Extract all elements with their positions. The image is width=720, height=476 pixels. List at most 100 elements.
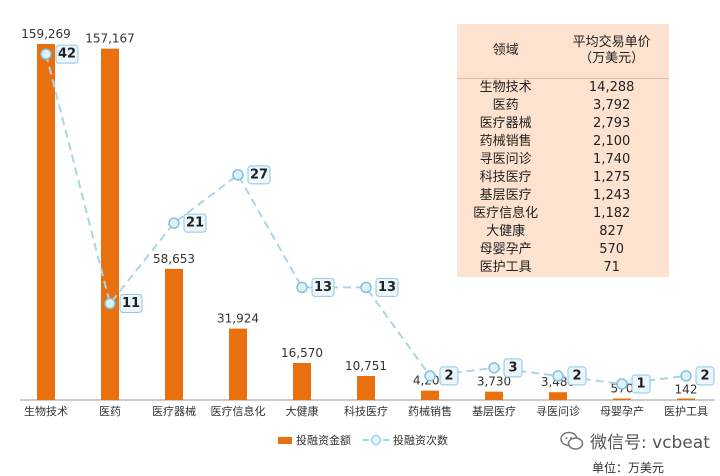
table-row: 医护工具 71: [457, 259, 669, 277]
table-cell-price: 1,182: [593, 206, 631, 221]
table-cell-domain: 药械销售: [479, 134, 532, 149]
count-point: 11: [104, 294, 143, 314]
count-point: 42: [40, 44, 79, 64]
unit-note: 单位：万美元: [592, 461, 665, 475]
bar: [101, 48, 119, 401]
count-label: 2: [444, 368, 453, 383]
table-header-price: 平均交易单价 （万美元）: [554, 24, 669, 79]
count-label: 1: [636, 376, 645, 391]
watermark-text: 微信号: vcbeat: [590, 433, 710, 453]
count-point: 27: [232, 165, 271, 185]
table-cell-domain: 寻医问诊: [479, 152, 532, 167]
table-cell-price: 1,275: [593, 170, 631, 185]
count-label-box: [119, 294, 143, 314]
category-label: 基层医疗: [472, 404, 516, 418]
table-cell-price: 827: [599, 224, 625, 239]
count-marker: [680, 370, 692, 382]
category-label: 大健康: [286, 404, 319, 418]
table-cell-domain: 母婴孕产: [479, 242, 532, 257]
bar: [549, 392, 567, 400]
count-marker: [104, 297, 116, 310]
bar-value-label: 16,570: [281, 346, 323, 360]
bar-value-label: 58,653: [153, 252, 195, 266]
bar-value-label: 142: [675, 383, 698, 397]
bar-value-label: 3,480: [541, 375, 575, 389]
count-label: 2: [700, 368, 709, 383]
category-label: 药械销售: [408, 404, 452, 418]
count-point: 3: [488, 358, 523, 378]
legend-swatch-count: [363, 435, 389, 445]
count-marker: [40, 48, 52, 60]
table-header-price-line2: （万美元）: [579, 51, 645, 66]
count-point: 2: [424, 366, 459, 386]
table-row: 基层医疗 1,243: [457, 187, 669, 205]
table-cell-price: 2,793: [593, 116, 631, 131]
count-label-box: [503, 358, 523, 378]
bar-value-label: 159,269: [21, 27, 71, 41]
count-label: 13: [314, 280, 332, 295]
count-label-box: [183, 213, 207, 233]
table-row: 母婴孕产 570: [457, 241, 669, 259]
legend-label-count: 投融资次数: [393, 434, 448, 447]
table-row: 医疗器械 2,793: [457, 115, 669, 133]
category-label: 医疗器械: [152, 404, 196, 418]
average-price-table: 领域 平均交易单价 （万美元） 生物技术 14,288 医药 3,792 医疗器械 2,7…: [457, 24, 669, 277]
table-row: 大健康 827: [457, 223, 669, 241]
count-point: 13: [296, 277, 335, 297]
count-marker: [488, 362, 500, 374]
bar-value-label: 3,730: [477, 375, 511, 389]
count-label: 27: [250, 167, 268, 182]
bar: [613, 398, 631, 400]
count-label-box: [695, 366, 715, 386]
count-label: 3: [508, 360, 517, 375]
table-row: 医疗信息化 1,182: [457, 205, 669, 223]
table-cell-domain: 科技医疗: [479, 170, 532, 185]
count-label-box: [55, 44, 79, 64]
count-label-box: [439, 366, 459, 386]
legend-label-amount: 投融资金额: [296, 434, 351, 447]
count-label-box: [311, 277, 335, 297]
table-cell-domain: 基层医疗: [479, 188, 532, 203]
count-label: 13: [378, 280, 396, 295]
table-row: 寻医问诊 1,740: [457, 151, 669, 169]
watermark: 微信号: vcbeat: [560, 428, 710, 453]
count-label: 2: [572, 368, 581, 383]
table-header-domain: 领域: [457, 24, 555, 79]
legend: 投融资金额 投融资次数: [278, 432, 448, 448]
bar-value-label: 10,751: [345, 359, 387, 373]
table-cell-price: 14,288: [588, 80, 635, 95]
category-label: 生物技术: [24, 404, 68, 418]
count-label: 42: [58, 47, 76, 62]
table-cell-price: 1,243: [593, 188, 631, 203]
count-point: 21: [168, 213, 207, 233]
count-marker: [360, 281, 372, 294]
count-label-box: [375, 277, 399, 297]
count-marker: [616, 378, 628, 390]
legend-swatch-amount: [278, 436, 292, 444]
count-marker: [168, 217, 180, 229]
count-label-box: [631, 374, 651, 394]
table-cell-price: 71: [603, 260, 620, 275]
count-point: 13: [360, 277, 399, 297]
bar-value-label: 31,924: [217, 312, 259, 326]
bar: [357, 375, 375, 400]
count-marker: [232, 169, 244, 181]
table-cell-price: 2,100: [593, 134, 631, 149]
category-label: 科技医疗: [344, 404, 388, 418]
bar-value-label: 157,167: [85, 32, 135, 46]
count-marker: [552, 370, 564, 382]
table-cell-domain: 大健康: [486, 224, 526, 239]
wechat-icon: [560, 431, 584, 450]
count-label: 11: [122, 296, 140, 311]
table-cell-domain: 生物技术: [479, 80, 532, 95]
bar: [485, 391, 503, 400]
count-point: 2: [552, 366, 587, 386]
count-label-box: [247, 165, 271, 185]
table-cell-price: 570: [599, 242, 625, 257]
count-label: 21: [186, 216, 204, 231]
count-point: 1: [616, 374, 651, 394]
table-cell-domain: 医护工具: [479, 260, 532, 275]
table-header-price-line1: 平均交易单价: [572, 35, 651, 50]
count-series-line: [45, 53, 687, 385]
